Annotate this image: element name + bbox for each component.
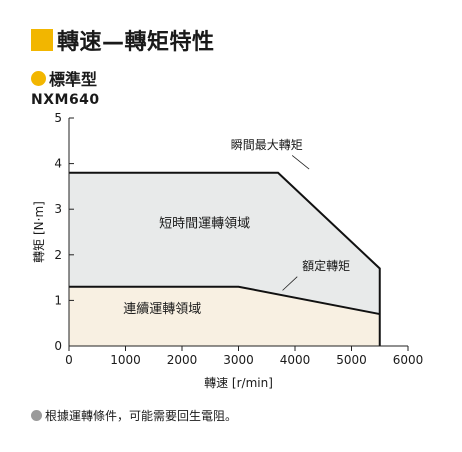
x-tick-label: 1000 [110,353,141,367]
rated-torque-line [69,285,380,316]
page-title: 轉速—轉矩特性 [57,30,215,55]
y-axis-label: 轉矩 [N·m] [32,201,46,263]
subtitle-bullet-icon [31,70,46,86]
x-tick-label: 4000 [280,353,311,367]
subtitle-row: 標準型 [31,66,97,90]
x-tick-label: 0 [65,353,73,367]
y-tick-label: 0 [54,339,62,353]
note-text: 根據運轉條件，可能需要回生電阻。 [45,409,238,423]
max-torque-leader [291,155,310,170]
note-bullet-icon [31,410,42,421]
y-tick-label: 2 [54,248,62,262]
y-tick-label: 3 [54,202,62,216]
max-torque-line [69,171,381,346]
model-name: NXM640 [31,92,100,108]
note-row: 根據運轉條件，可能需要回生電阻。 [31,407,237,424]
x-axis-label: 轉速 [r/min] [204,376,273,390]
y-tick-label: 5 [54,111,62,125]
x-tick-label: 6000 [393,353,424,367]
x-tick-label: 5000 [336,353,367,367]
rated-torque-annotation: 額定轉矩 [302,258,350,273]
max-torque-annotation: 瞬間最大轉矩 [231,138,303,152]
continuous-region [69,286,380,346]
title-row: 轉速—轉矩特性 [31,24,215,56]
y-tick-label: 4 [54,157,62,171]
x-tick-label: 2000 [167,353,198,367]
continuous-region-label: 連續運轉領域 [123,301,201,317]
short-time-region-label: 短時間運轉領域 [159,215,250,231]
subtitle: 標準型 [49,70,98,89]
y-tick-label: 1 [54,293,62,307]
x-tick-label: 3000 [223,353,254,367]
rated-torque-leader [282,276,298,291]
title-marker-icon [31,29,53,51]
